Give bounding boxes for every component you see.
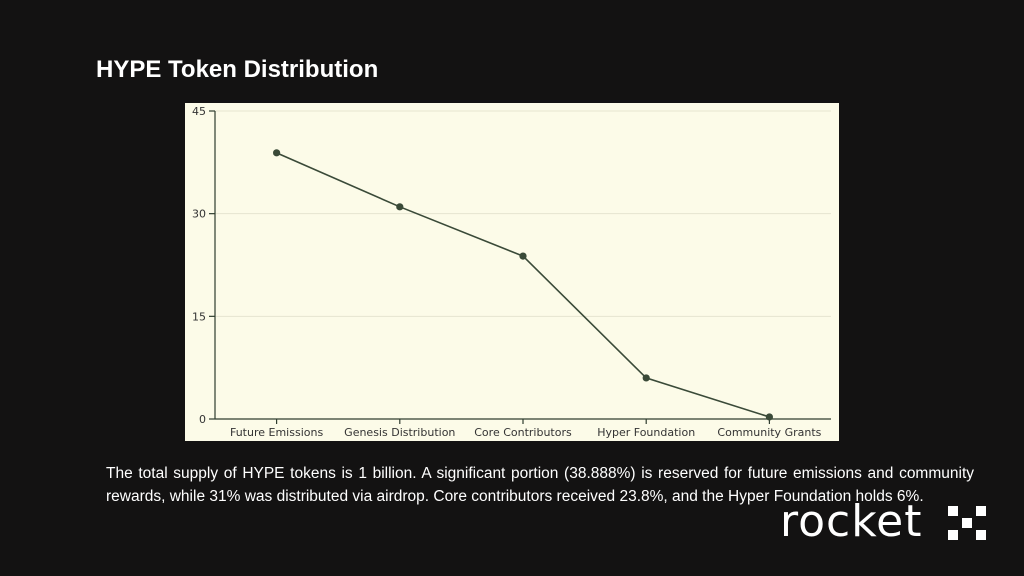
rocketx-logo: rocket xyxy=(780,494,990,547)
y-tick-label: 0 xyxy=(199,413,206,426)
series-line xyxy=(276,152,770,418)
data-point xyxy=(396,203,404,211)
x-tick-label: Core Contributors xyxy=(474,426,572,439)
slide-caption: The total supply of HYPE tokens is 1 bil… xyxy=(106,465,974,505)
y-tick-label: 15 xyxy=(192,310,206,323)
logo-wordmark: rocket xyxy=(780,496,922,546)
x-mark-icon xyxy=(948,506,986,540)
y-tick-label: 30 xyxy=(192,208,206,221)
data-point xyxy=(519,252,527,260)
data-point xyxy=(273,149,281,157)
y-tick-label: 45 xyxy=(192,105,206,118)
line-chart: 0 15 30 45 Future Emissions Genesis Distribut… xyxy=(185,103,839,441)
x-tick-label: Genesis Distribution xyxy=(344,426,455,439)
x-tick-label: Hyper Foundation xyxy=(597,426,695,439)
data-point xyxy=(765,413,774,421)
data-point xyxy=(642,374,650,382)
x-tick-label: Future Emissions xyxy=(230,426,323,439)
x-tick-label: Community Grants xyxy=(717,426,821,439)
slide-title: HYPE Token Distribution xyxy=(96,56,379,83)
chart-canvas: 0 15 30 45 Future Emissions Genesis Distribut… xyxy=(192,105,831,439)
